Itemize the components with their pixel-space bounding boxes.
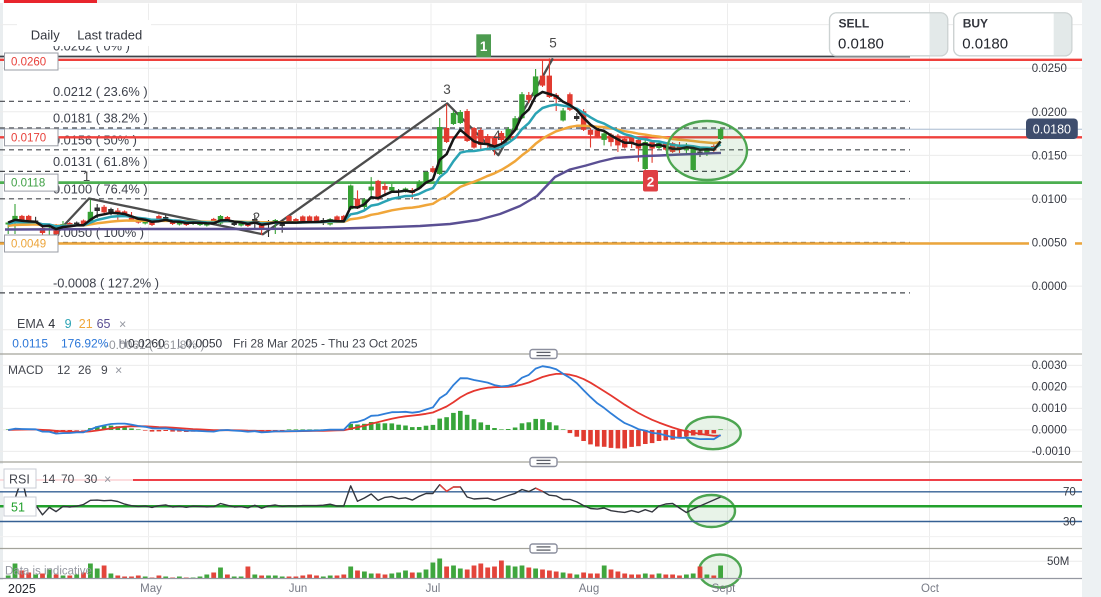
svg-text:1: 1 (83, 169, 91, 184)
svg-text:0.0150: 0.0150 (1032, 150, 1067, 162)
svg-text:May: May (140, 583, 162, 595)
svg-text:0.0131 ( 61.8% ): 0.0131 ( 61.8% ) (53, 154, 148, 169)
svg-text:14: 14 (42, 472, 56, 486)
svg-text:Data is indicative: Data is indicative (5, 566, 92, 578)
svg-text:70: 70 (1063, 487, 1076, 499)
svg-text:×: × (115, 364, 122, 378)
svg-text:0.0000: 0.0000 (1032, 424, 1067, 436)
svg-text:0.0170: 0.0170 (11, 132, 46, 144)
svg-text:176.92%: 176.92% (61, 336, 109, 350)
svg-text:0.0100 ( 76.4% ): 0.0100 ( 76.4% ) (53, 182, 148, 197)
svg-text:0.0200: 0.0200 (1032, 107, 1067, 119)
svg-text:2: 2 (253, 210, 261, 225)
svg-text:Last traded: Last traded (77, 28, 142, 43)
svg-text:0.0181 ( 38.2% ): 0.0181 ( 38.2% ) (53, 111, 148, 126)
svg-text:0.0180: 0.0180 (1033, 122, 1071, 136)
svg-text:×: × (119, 318, 126, 332)
svg-text:RSI: RSI (9, 473, 30, 487)
svg-text:Fri 28 Mar 2025 - Thu 23 Oct 2: Fri 28 Mar 2025 - Thu 23 Oct 2025 (233, 336, 418, 350)
svg-text:0.0010: 0.0010 (1032, 403, 1067, 415)
svg-text:12: 12 (57, 363, 71, 377)
svg-text:0.0050: 0.0050 (1032, 238, 1067, 250)
svg-text:30: 30 (84, 472, 98, 486)
svg-text:9: 9 (101, 363, 108, 377)
svg-text:-0.0061 ( 161.8% ): -0.0061 ( 161.8% ) (105, 338, 204, 352)
svg-text:26: 26 (78, 363, 92, 377)
svg-text:0.0050: 0.0050 (186, 336, 223, 350)
svg-text:H: H (119, 336, 128, 350)
svg-text:MACD: MACD (8, 363, 44, 377)
svg-text:0.0260: 0.0260 (128, 336, 165, 350)
svg-text:0.0118: 0.0118 (11, 178, 45, 190)
svg-text:4: 4 (48, 317, 55, 331)
svg-text:Oct: Oct (921, 583, 940, 595)
svg-text:0.0250: 0.0250 (1032, 63, 1067, 75)
svg-text:0.0260: 0.0260 (11, 57, 46, 69)
svg-text:0.0020: 0.0020 (1032, 381, 1067, 393)
svg-text:51: 51 (11, 501, 25, 515)
svg-text:BUY: BUY (963, 17, 988, 31)
svg-text:0.0115: 0.0115 (12, 336, 48, 350)
svg-text:0.0156 ( 50% ): 0.0156 ( 50% ) (53, 133, 137, 148)
svg-text:0.0180: 0.0180 (838, 36, 884, 53)
svg-text:-0.0008 ( 127.2% ): -0.0008 ( 127.2% ) (53, 276, 159, 291)
svg-text:-0.0010: -0.0010 (1032, 446, 1071, 458)
svg-text:65: 65 (97, 317, 111, 331)
svg-text:×: × (104, 473, 111, 487)
svg-text:Jun: Jun (289, 583, 308, 595)
svg-text:1: 1 (480, 39, 488, 54)
svg-text:0.0030: 0.0030 (1032, 360, 1067, 372)
svg-text:0.0180: 0.0180 (962, 36, 1008, 53)
svg-text:9: 9 (65, 317, 72, 331)
svg-text:0.0049: 0.0049 (11, 239, 46, 251)
svg-text:SELL: SELL (839, 17, 870, 31)
svg-text:50M: 50M (1047, 556, 1069, 568)
svg-text:2: 2 (647, 174, 655, 189)
svg-text:Sept: Sept (712, 583, 736, 595)
svg-text:Aug: Aug (579, 583, 599, 595)
svg-text:Jul: Jul (426, 583, 441, 595)
svg-text:21: 21 (79, 317, 93, 331)
svg-text:5: 5 (549, 36, 557, 51)
svg-text:0.0100: 0.0100 (1032, 194, 1067, 206)
svg-text:4: 4 (493, 128, 501, 143)
svg-text:70: 70 (61, 472, 75, 486)
svg-text:30: 30 (1063, 517, 1076, 529)
svg-text:2025: 2025 (8, 582, 36, 596)
svg-text:0.0212 ( 23.6% ): 0.0212 ( 23.6% ) (53, 84, 148, 99)
svg-text:0.0000: 0.0000 (1032, 281, 1067, 293)
svg-text:L: L (177, 336, 184, 350)
svg-text:3: 3 (443, 82, 451, 97)
svg-text:Daily: Daily (31, 28, 60, 43)
svg-text:EMA: EMA (17, 317, 45, 331)
